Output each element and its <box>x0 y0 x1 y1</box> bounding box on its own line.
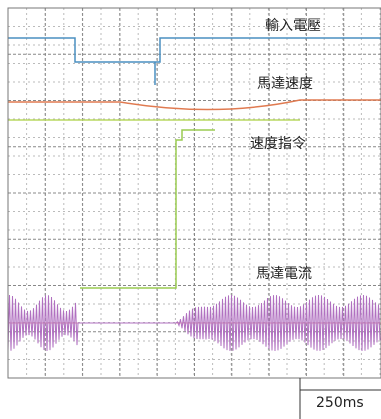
time-scale: 250ms <box>316 395 364 411</box>
trace-label: 馬達電流 <box>256 266 312 282</box>
trace-label: 馬達速度 <box>257 76 313 92</box>
scope-screen: 輸入電壓 馬達速度 速度指令 馬達電流 250ms <box>0 0 381 419</box>
trace-label: 速度指令 <box>250 136 306 152</box>
trace-label: 輸入電壓 <box>265 18 321 34</box>
page: {"traces": {"input_voltage": "輸入電壓", "mo… <box>0 0 381 419</box>
